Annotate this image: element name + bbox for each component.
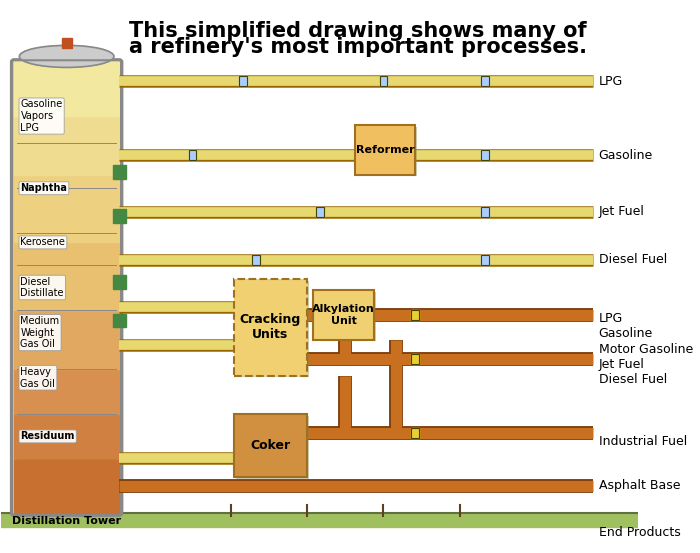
Text: LPG
Gasoline: LPG Gasoline [598, 312, 653, 340]
Bar [239, 76, 247, 86]
Bar [412, 429, 419, 439]
Bar [379, 76, 387, 86]
Bar [14, 310, 119, 369]
Bar [252, 255, 260, 265]
Bar [113, 314, 125, 327]
Bar [188, 150, 196, 160]
FancyBboxPatch shape [236, 416, 309, 479]
Text: a refinery's most important processes.: a refinery's most important processes. [129, 37, 587, 57]
FancyBboxPatch shape [234, 414, 307, 477]
Text: Gasoline: Gasoline [598, 149, 653, 162]
Bar [14, 459, 119, 513]
Bar [412, 310, 419, 320]
Text: LPG: LPG [598, 75, 623, 88]
Text: Residuum: Residuum [20, 431, 75, 441]
Bar [412, 429, 419, 439]
Bar [252, 255, 260, 265]
Text: Heavy
Gas Oil: Heavy Gas Oil [20, 367, 55, 389]
Bar [14, 62, 119, 116]
Bar [113, 275, 125, 289]
FancyBboxPatch shape [236, 281, 309, 377]
Text: End Products: End Products [598, 526, 680, 539]
FancyBboxPatch shape [234, 279, 307, 375]
Bar [14, 116, 119, 175]
Text: Distillation Tower: Distillation Tower [12, 516, 121, 526]
Text: Motor Gasoline
Jet Fuel
Diesel Fuel: Motor Gasoline Jet Fuel Diesel Fuel [598, 343, 693, 386]
Bar [188, 150, 196, 160]
Bar [113, 210, 125, 222]
Bar [14, 242, 119, 310]
Text: Diesel Fuel: Diesel Fuel [598, 253, 667, 267]
Bar [316, 207, 323, 217]
FancyBboxPatch shape [11, 59, 122, 516]
Text: Coker: Coker [251, 439, 290, 452]
Text: Diesel
Distillate: Diesel Distillate [20, 276, 64, 298]
Text: Asphalt Base: Asphalt Base [598, 479, 680, 492]
Bar [412, 354, 419, 364]
Text: Reformer: Reformer [356, 145, 414, 155]
Bar [1, 513, 638, 527]
FancyBboxPatch shape [356, 127, 417, 176]
Text: Gasoline
Vapors
LPG: Gasoline Vapors LPG [20, 100, 63, 133]
Bar [482, 76, 489, 86]
Bar [412, 354, 419, 364]
Bar [14, 175, 119, 242]
Bar [113, 165, 125, 179]
FancyBboxPatch shape [315, 292, 376, 341]
Bar [482, 255, 489, 265]
Text: Alkylation
Unit: Alkylation Unit [312, 304, 375, 326]
Bar [482, 150, 489, 160]
FancyBboxPatch shape [314, 290, 374, 340]
Bar [316, 207, 323, 217]
Text: Industrial Fuel: Industrial Fuel [598, 435, 687, 448]
Bar [482, 150, 489, 160]
Bar [62, 38, 71, 48]
Text: Medium
Weight
Gas Oil: Medium Weight Gas Oil [20, 316, 60, 349]
Text: Cracking
Units: Cracking Units [239, 314, 301, 341]
Ellipse shape [20, 45, 114, 67]
Bar [14, 369, 119, 414]
Bar [482, 207, 489, 217]
Bar [482, 76, 489, 86]
Text: Jet Fuel: Jet Fuel [598, 205, 645, 218]
FancyBboxPatch shape [355, 125, 415, 175]
Bar [482, 207, 489, 217]
Bar [14, 414, 119, 459]
Text: Naphtha: Naphtha [20, 183, 67, 193]
Bar [412, 310, 419, 320]
Bar [239, 76, 247, 86]
Text: Kerosene: Kerosene [20, 237, 65, 247]
Bar [482, 255, 489, 265]
Bar [379, 76, 387, 86]
Text: This simplified drawing shows many of: This simplified drawing shows many of [129, 20, 587, 41]
